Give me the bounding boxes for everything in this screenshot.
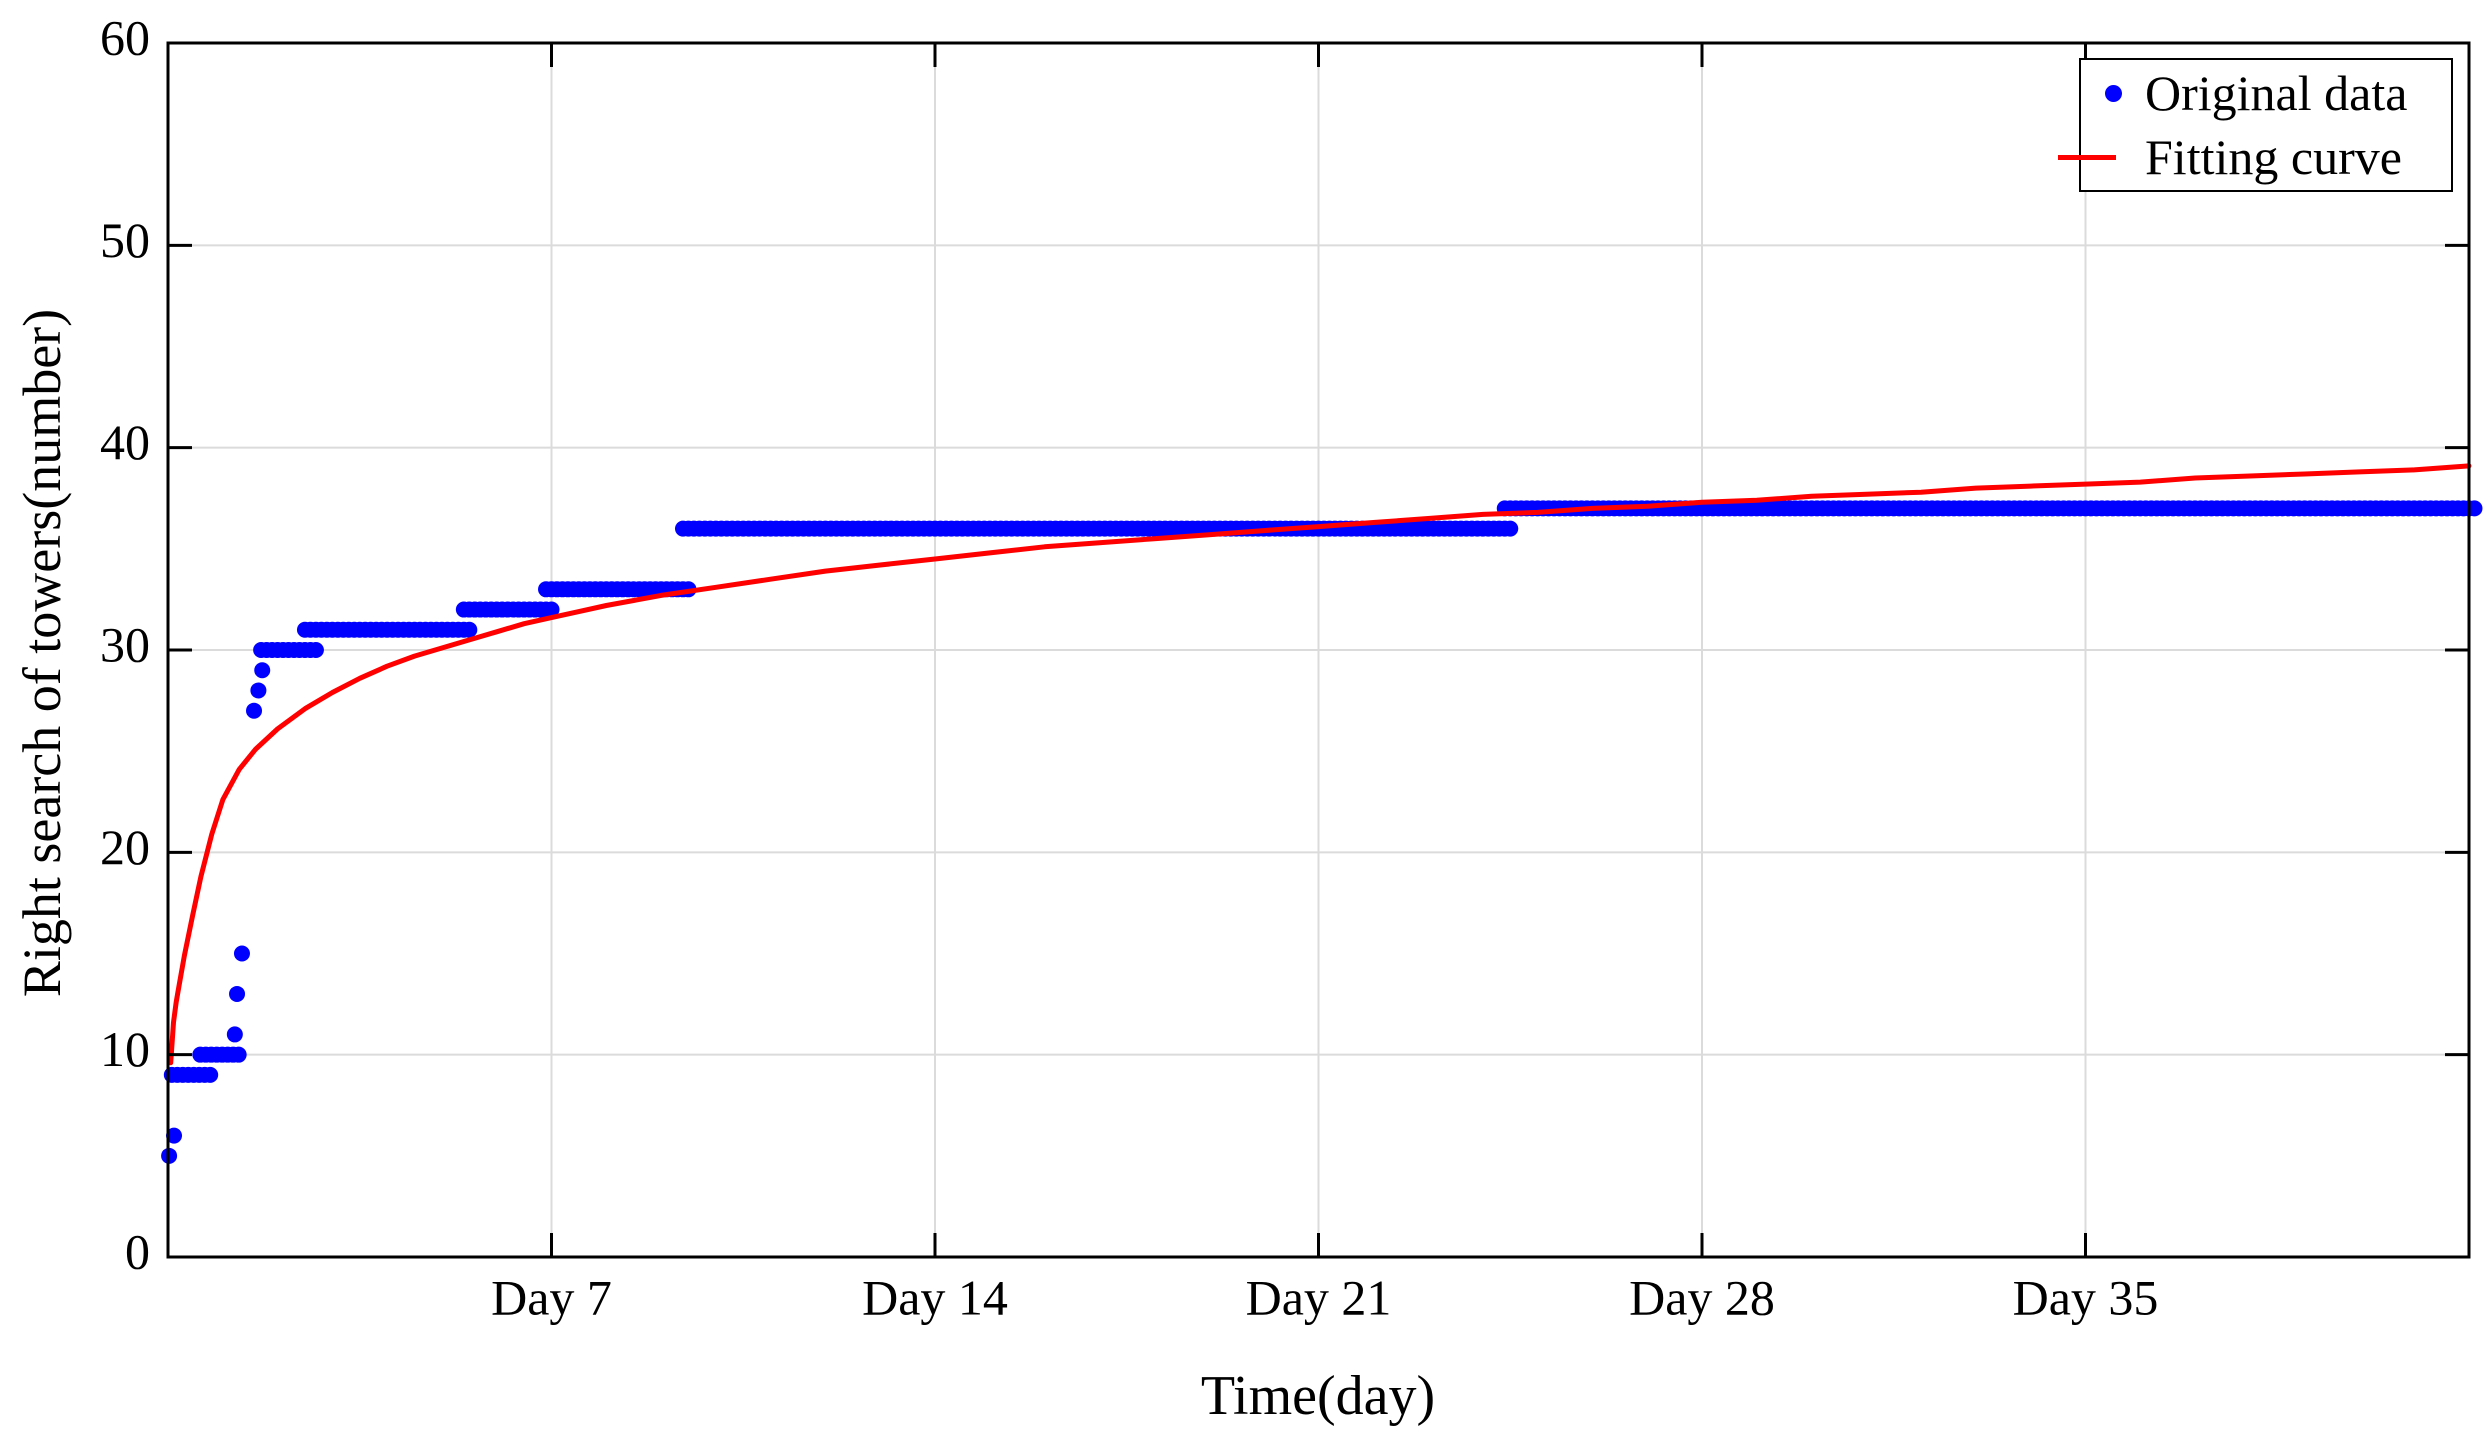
data-dot	[233, 945, 250, 962]
legend-item-fitting-curve: Fitting curve	[2058, 125, 2451, 189]
data-dot	[250, 682, 267, 699]
data-dot	[166, 1127, 183, 1144]
y-tick-label: 0	[125, 1223, 150, 1279]
y-axis-label: Right search of towers(number)	[12, 308, 72, 998]
blue-dot-icon	[2104, 84, 2122, 102]
data-dot	[1502, 520, 1519, 537]
data-dot	[230, 1046, 247, 1063]
x-tick-label: Day 28	[1629, 1269, 1775, 1325]
x-tick-label: Day 14	[862, 1269, 1008, 1325]
data-dot	[229, 985, 246, 1002]
x-tick-label: Day 21	[1246, 1269, 1392, 1325]
legend-label-original-data: Original data	[2145, 65, 2408, 121]
y-tick-label: 10	[100, 1021, 150, 1077]
y-tick-label: 50	[100, 212, 150, 268]
red-line-icon	[2058, 154, 2116, 160]
y-tick-label: 40	[100, 414, 150, 470]
y-tick-label: 30	[100, 616, 150, 672]
data-dot	[226, 1026, 243, 1043]
y-tick-label: 60	[100, 9, 150, 65]
fitting-curve	[168, 463, 2472, 1066]
x-axis-label: Time(day)	[1200, 1365, 1436, 1427]
data-dot	[246, 702, 263, 719]
legend-line-marker	[2058, 154, 2145, 160]
legend: Original data Fitting curve	[2058, 58, 2453, 192]
data-dot	[461, 621, 478, 638]
legend-item-original-data: Original data	[2081, 61, 2451, 125]
data-dot	[307, 642, 324, 658]
data-dot	[202, 1066, 219, 1083]
x-tick-label: Day 7	[491, 1269, 612, 1325]
x-tick-label: Day 35	[2013, 1269, 2159, 1325]
legend-dot-marker	[2081, 84, 2145, 102]
data-dot	[543, 601, 560, 618]
data-dot	[254, 662, 271, 679]
y-tick-label: 20	[100, 819, 150, 875]
legend-label-fitting-curve: Fitting curve	[2145, 129, 2402, 185]
